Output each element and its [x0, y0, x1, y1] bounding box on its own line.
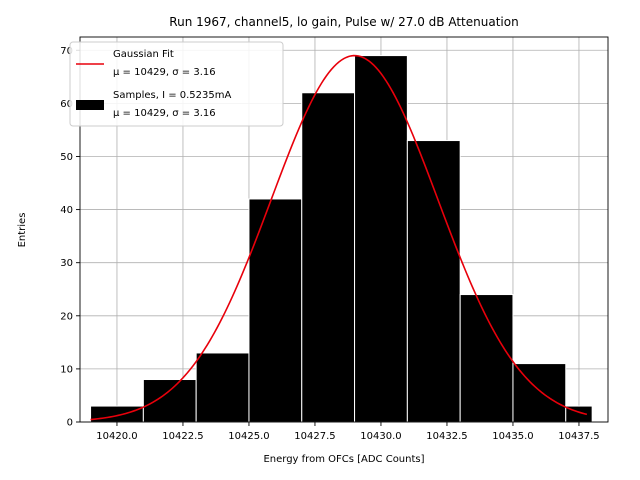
legend-fit-name: Gaussian Fit	[113, 49, 174, 60]
legend: Gaussian Fit μ = 10429, σ = 3.16 Samples…	[69, 41, 284, 127]
legend-fit-stats: μ = 10429, σ = 3.16	[113, 67, 216, 78]
histogram-bar	[90, 405, 144, 423]
y-tick-label: 60	[60, 99, 73, 110]
histogram-bar	[406, 140, 461, 423]
x-axis-label: Energy from OFCs [ADC Counts]	[263, 454, 424, 465]
x-tick-label: 10430.0	[360, 431, 401, 442]
legend-samples-stats: μ = 10429, σ = 3.16	[113, 108, 216, 119]
x-tick-label: 10435.0	[492, 431, 533, 442]
y-tick-label: 20	[60, 311, 73, 322]
x-ticks: 10420.0 10422.5 10425.0 10427.5 10430.0 10432…	[96, 422, 600, 442]
histogram-bar	[195, 352, 250, 423]
histogram-bar	[459, 294, 514, 423]
plot-frame	[79, 36, 609, 423]
legend-samples-swatch	[76, 100, 104, 110]
y-tick-label: 50	[60, 152, 73, 163]
x-tick-label: 10432.5	[426, 431, 467, 442]
y-tick-label: 70	[60, 46, 73, 57]
y-tick-label: 30	[60, 258, 73, 269]
x-tick-label: 10425.0	[228, 431, 269, 442]
histogram-bar	[248, 198, 303, 423]
histogram-bar	[142, 379, 197, 423]
histogram-bar	[301, 92, 356, 423]
bars	[90, 55, 593, 423]
y-tick-label: 0	[67, 418, 73, 429]
x-tick-label: 10427.5	[294, 431, 335, 442]
y-tick-label: 40	[60, 205, 73, 216]
y-tick-label: 10	[60, 364, 73, 375]
chart-title: Run 1967, channel5, lo gain, Pulse w/ 27…	[169, 15, 518, 29]
gaussian-fit-line	[90, 54, 588, 421]
legend-samples-name: Samples, I = 0.5235mA	[113, 90, 231, 101]
x-tick-label: 10422.5	[162, 431, 203, 442]
x-tick-label: 10420.0	[96, 431, 137, 442]
y-axis-label: Entries	[17, 213, 28, 248]
x-tick-label: 10437.5	[558, 431, 599, 442]
legend-box	[69, 41, 284, 127]
y-ticks: 0 10 20 30 40 50 60 70	[60, 46, 80, 429]
histogram-bar	[354, 55, 408, 423]
